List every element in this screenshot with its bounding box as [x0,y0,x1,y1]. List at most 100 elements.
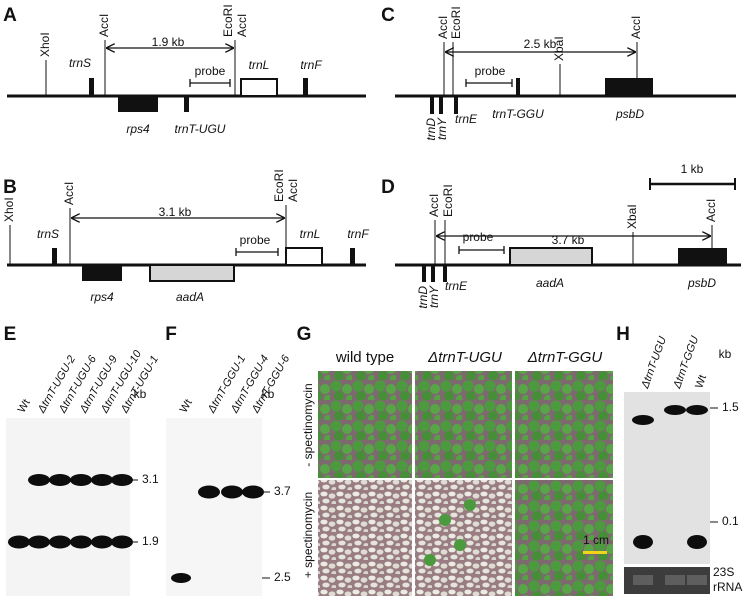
blot-band [70,474,92,486]
plate-photo [318,371,412,478]
label: psbD [687,276,716,290]
green-seedling [464,499,476,511]
scale-label: 1 kb [681,162,704,176]
plate-photo [415,371,512,478]
label: trnE [455,112,478,126]
row-label: + spectinomycin [301,492,315,578]
box [240,78,278,97]
box [443,265,447,282]
label: trnL [300,227,321,241]
box [422,265,426,282]
fragment-label: 3.1 kb [159,205,192,219]
marker-label: 3.7 [274,484,291,498]
label: psbD [615,107,644,121]
box [52,248,57,265]
plate-photo [515,480,613,596]
label: rps4 [90,290,114,304]
marker-label: 2.5 [274,570,291,584]
blot-band [198,485,220,499]
box [516,78,520,96]
box [430,96,434,114]
box [149,264,235,282]
plate-photo [318,480,412,596]
marker-label: 1.5 [722,400,739,414]
box [82,265,122,281]
panel-label: A [3,5,17,26]
blot-band [28,535,50,549]
blot-band [91,535,113,549]
label: trnL [249,58,270,72]
lane-label: ΔtrnT-UGU [639,335,669,391]
fragment-label: 2.5 kb [524,37,557,51]
panel-label: E [4,324,17,345]
box [89,78,94,96]
green-seedling [439,514,451,526]
label: trnT-UGU [175,122,226,136]
blot-band [633,535,653,549]
label: trnS [69,56,91,70]
green-seedling [454,539,466,551]
label: trnD [424,118,438,141]
loading-label: rRNA [713,580,742,594]
blot-band [632,415,654,425]
probe-label: probe [463,230,494,244]
rrna-band [633,575,653,585]
box [118,96,158,112]
marker-label: 0.1 [722,514,739,528]
site-label: EcoRI [221,4,235,37]
site-label: AccI [286,179,300,202]
label: trnF [347,227,369,241]
plate-photo [515,371,613,478]
site-label: AccI [436,16,450,39]
label: trnF [300,58,322,72]
box [285,247,323,266]
blot-band [91,474,113,486]
box [454,96,458,114]
fragment-label: 3.7 kb [552,233,585,247]
panel-label: F [165,324,177,345]
scale-label: 1 cm [583,533,609,547]
box [184,96,189,112]
site-label: EcoRI [441,184,455,217]
label: trnS [37,227,59,241]
probe-label: probe [240,233,271,247]
fragment-label: 1.9 kb [152,35,185,49]
column-label: ΔtrnT-UGU [427,349,502,366]
plate-photo [415,480,512,596]
site-label: EcoRI [449,6,463,39]
label: aadA [176,290,204,304]
box [303,78,308,96]
site-label: EcoRI [272,169,286,202]
blot-band [686,405,708,415]
label: trnD [416,286,430,309]
blot-band [687,535,707,549]
box [439,96,443,114]
probe-label: probe [475,64,506,78]
site-label: AccI [427,194,441,217]
box [678,248,727,265]
box [6,418,130,596]
loading-label: 23S [713,565,734,579]
unit-label: kb [134,387,147,401]
site-label: AccI [235,14,249,37]
blot-band [171,573,191,583]
label: aadA [536,276,564,290]
blot-band [70,535,92,549]
panel-label: B [3,177,17,198]
site-label: AccI [629,16,643,39]
lane-label: Wt [178,397,195,415]
lane-label: Wt [16,397,33,415]
marker-label: 1.9 [142,534,159,548]
marker-label: 3.1 [142,472,159,486]
panel-label: H [616,324,630,345]
label: trnY [435,117,449,140]
probe-label: probe [195,64,226,78]
blot-band [49,535,71,549]
row-label: - spectinomycin [301,383,315,466]
site-label: AccI [62,182,76,205]
box [350,248,355,265]
panel-label: C [381,5,395,26]
label: trnY [427,285,441,308]
scale-bar [583,551,607,554]
column-label: wild type [335,349,394,366]
